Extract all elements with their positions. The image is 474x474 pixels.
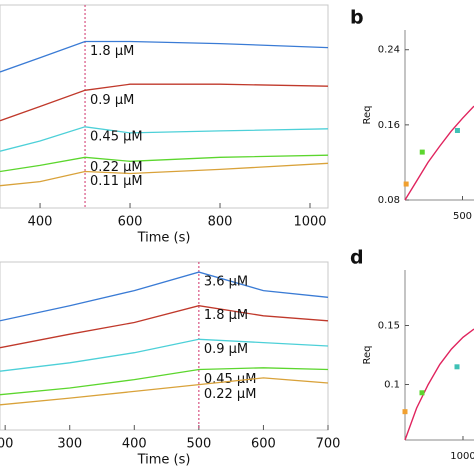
- trace: [0, 271, 329, 322]
- x-tick-label: 500: [186, 437, 211, 452]
- data-point: [419, 390, 425, 396]
- series-label: 1.8 μM: [90, 44, 134, 59]
- data-point: [403, 181, 409, 187]
- x-axis-label: Time (s): [137, 453, 191, 468]
- y-tick-label: 0.08: [378, 195, 400, 206]
- panel-label: b: [350, 7, 364, 29]
- y-tick-label: 0.15: [378, 320, 400, 331]
- x-tick-label: 300: [57, 437, 82, 452]
- x-tick-label: 1000: [293, 215, 326, 230]
- x-tick-label: 1000: [450, 451, 474, 462]
- y-axis-label: Req: [362, 346, 373, 365]
- trace: [0, 377, 329, 406]
- series-label: 0.22 μM: [204, 387, 257, 402]
- trace: [0, 154, 329, 173]
- y-tick-label: 0.16: [378, 120, 400, 131]
- y-tick-label: 0.1: [384, 380, 400, 391]
- x-tick-label: 400: [28, 215, 53, 230]
- series-label: 3.6 μM: [204, 275, 248, 290]
- x-tick-label: 400: [122, 437, 147, 452]
- x-tick-label: 500: [453, 211, 472, 222]
- fit-curve: [404, 328, 474, 441]
- trace: [0, 367, 329, 396]
- x-tick-label: 00: [0, 437, 13, 452]
- data-point: [419, 149, 425, 155]
- series-label: 0.22 μM: [90, 160, 143, 175]
- fit-curve: [404, 105, 474, 201]
- trace: [0, 83, 329, 122]
- trace: [0, 305, 329, 349]
- series-label: 0.11 μM: [90, 174, 143, 189]
- x-tick-label: 600: [251, 437, 276, 452]
- data-point: [402, 409, 408, 415]
- series-label: 0.9 μM: [90, 93, 134, 108]
- x-tick-label: 800: [208, 215, 233, 230]
- trace: [0, 338, 329, 372]
- x-tick-label: 600: [118, 215, 143, 230]
- data-point: [454, 364, 460, 370]
- panel-label: d: [350, 247, 364, 269]
- x-tick-label: 700: [316, 437, 341, 452]
- series-label: 1.8 μM: [204, 308, 248, 323]
- y-tick-label: 0.24: [378, 45, 400, 56]
- series-label: 0.9 μM: [204, 342, 248, 357]
- data-point: [454, 127, 460, 133]
- series-label: 0.45 μM: [90, 129, 143, 144]
- plot-frame: [0, 4, 329, 209]
- x-axis-label: Time (s): [137, 231, 191, 246]
- trace: [0, 126, 329, 152]
- trace: [0, 40, 329, 73]
- y-axis-label: Req: [362, 106, 373, 125]
- trace: [0, 162, 329, 187]
